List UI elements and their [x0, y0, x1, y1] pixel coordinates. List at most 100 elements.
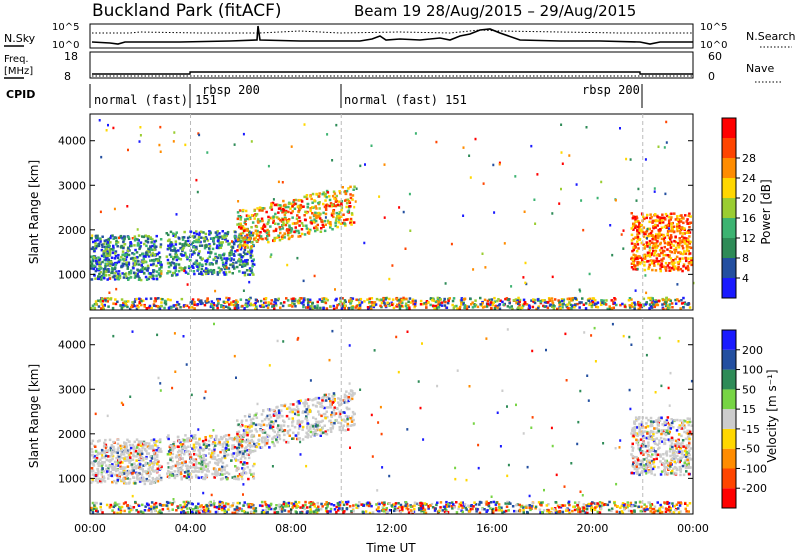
scatter-cell	[261, 207, 265, 210]
scatter-cell	[453, 305, 456, 308]
scatter-cell	[159, 261, 162, 264]
scatter-cell	[148, 442, 151, 445]
scatter-cell	[670, 250, 673, 254]
scatter-cell	[178, 242, 182, 245]
scatter-cell	[200, 300, 203, 304]
scatter-cell	[681, 227, 685, 230]
scatter-cell	[203, 468, 206, 471]
scatter-cell	[216, 454, 220, 457]
scatter-cell	[666, 416, 670, 419]
scatter-cell	[139, 298, 142, 301]
scatter-cell	[223, 435, 226, 438]
scatter-cell	[236, 437, 239, 440]
scatter-cell	[96, 467, 99, 471]
scatter-cell	[309, 195, 312, 198]
scatter-cell	[667, 255, 671, 259]
scatter-cell	[217, 302, 220, 305]
scatter-cell	[233, 307, 237, 310]
scatter-cell	[210, 300, 214, 303]
scatter-cell	[206, 151, 209, 154]
scatter-cell	[150, 457, 154, 460]
scatter-cell	[653, 245, 657, 248]
scatter-cell	[100, 297, 104, 300]
scatter-cell	[196, 303, 199, 306]
scatter-cell	[237, 214, 240, 218]
scatter-cell	[125, 471, 129, 474]
scatter-cell	[274, 419, 278, 423]
scatter-cell	[149, 482, 152, 485]
scatter-cell	[268, 413, 272, 417]
scatter-cell	[174, 255, 177, 259]
scatter-cell	[310, 222, 313, 225]
scatter-cell	[100, 471, 104, 475]
scatter-cell	[116, 256, 120, 260]
scatter-cell	[637, 231, 641, 235]
scatter-cell	[435, 306, 439, 310]
scatter-cell	[114, 302, 118, 306]
scatter-cell	[685, 455, 688, 459]
scatter-cell	[182, 236, 186, 239]
scatter-cell	[661, 303, 664, 306]
scatter-cell	[231, 476, 234, 479]
scatter-cell	[127, 246, 130, 249]
scatter-cell	[180, 451, 184, 455]
scatter-cell	[94, 247, 98, 250]
scatter-cell	[105, 458, 108, 462]
scatter-cell	[216, 306, 219, 310]
scatter-cell	[263, 229, 266, 232]
scatter-cell	[227, 267, 231, 270]
scatter-cell	[314, 211, 317, 215]
scatter-cell	[283, 433, 286, 437]
scatter-cell	[121, 466, 124, 469]
scatter-cell	[114, 252, 117, 255]
scatter-cell	[580, 301, 583, 304]
scatter-cell	[431, 304, 435, 307]
scatter-cell	[189, 242, 192, 246]
scatter-cell	[351, 424, 354, 427]
scatter-cell	[224, 300, 228, 304]
scatter-cell	[352, 418, 355, 422]
scatter-cell	[655, 233, 658, 236]
scatter-cell	[141, 269, 144, 272]
scatter-cell	[321, 419, 324, 423]
scatter-cell	[676, 227, 679, 230]
scatter-cell	[630, 305, 634, 308]
scatter-cell	[684, 266, 688, 269]
scatter-cell	[687, 229, 690, 233]
scatter-cell	[298, 216, 301, 219]
scatter-cell	[160, 305, 163, 308]
scatter-cell	[408, 306, 411, 309]
scatter-cell	[212, 306, 215, 310]
scatter-cell	[98, 237, 101, 240]
scatter-cell	[127, 457, 130, 460]
scatter-cell	[596, 306, 600, 309]
scatter-cell	[314, 417, 318, 421]
scatter-cell	[126, 473, 130, 476]
scatter-cell	[102, 476, 106, 480]
scatter-cell	[96, 481, 100, 484]
scatter-cell	[575, 183, 578, 186]
scatter-cell	[123, 243, 126, 246]
scatter-cell	[516, 307, 519, 311]
scatter-cell	[271, 305, 274, 308]
scatter-cell	[299, 206, 303, 210]
scatter-cell	[259, 231, 262, 234]
scatter-cell	[270, 203, 273, 206]
scatter-cell	[680, 451, 684, 454]
scatter-cell	[251, 440, 255, 443]
scatter-cell	[653, 190, 656, 193]
scatter-cell	[239, 425, 242, 428]
scatter-cell	[332, 408, 336, 412]
scatter-cell	[166, 453, 170, 456]
scatter-cell	[120, 473, 123, 476]
scatter-cell	[536, 298, 540, 301]
scatter-cell	[125, 261, 128, 264]
scatter-cell	[110, 256, 114, 259]
scatter-cell	[279, 218, 282, 222]
scatter-cell	[94, 259, 98, 263]
scatter-cell	[157, 272, 161, 275]
scatter-cell	[640, 241, 644, 244]
scatter-cell	[242, 433, 245, 436]
scatter-cell	[574, 297, 578, 301]
scatter-cell	[287, 237, 291, 241]
